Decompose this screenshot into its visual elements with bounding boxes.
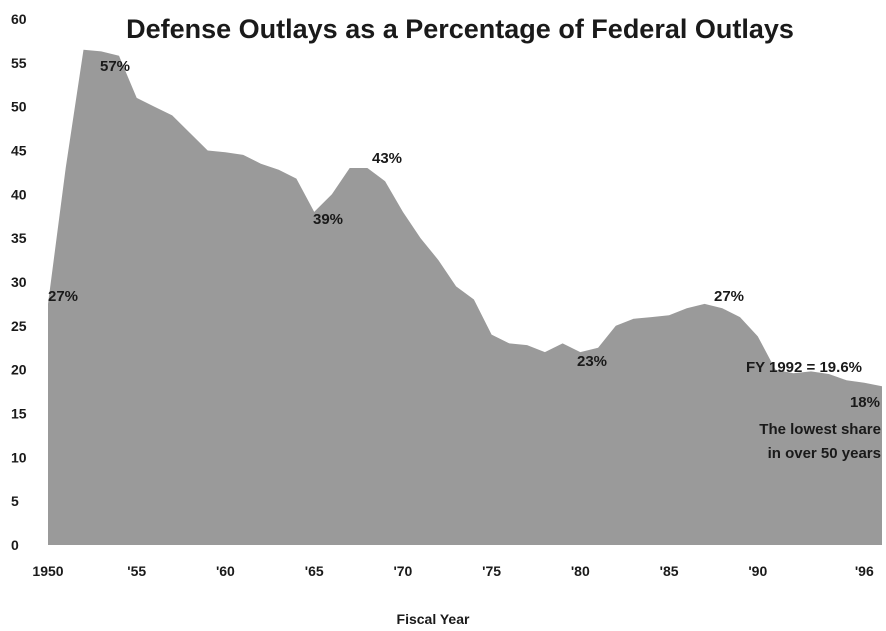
y-tick-label: 55 — [11, 55, 27, 71]
x-tick-label: '80 — [571, 563, 590, 579]
y-tick-label: 40 — [11, 186, 27, 202]
y-tick-label: 60 — [11, 11, 27, 27]
y-tick-label: 15 — [11, 406, 27, 422]
y-tick-label: 35 — [11, 230, 27, 246]
x-tick-label: '70 — [393, 563, 412, 579]
x-tick-label: '60 — [216, 563, 235, 579]
y-tick-label: 50 — [11, 99, 27, 115]
y-tick-label: 0 — [11, 537, 19, 553]
annotation-43pct: 43% — [372, 150, 402, 167]
y-tick-label: 45 — [11, 143, 27, 159]
annotation-fy1992: FY 1992 = 19.6% — [746, 359, 862, 376]
annotation-39pct: 39% — [313, 211, 343, 228]
y-tick-label: 30 — [11, 274, 27, 290]
x-tick-label: '55 — [127, 563, 146, 579]
y-tick-label: 25 — [11, 318, 27, 334]
x-axis-title: Fiscal Year — [397, 611, 470, 627]
annotation-over-50-years: in over 50 years — [768, 445, 881, 462]
annotation-lowest-share: The lowest share — [759, 421, 881, 438]
x-tick-label: '65 — [305, 563, 324, 579]
y-axis-ticks: 0 5 10 15 20 25 30 35 40 45 50 55 60 — [11, 11, 27, 553]
series-area — [48, 49, 882, 545]
chart-title: Defense Outlays as a Percentage of Feder… — [126, 14, 794, 44]
x-tick-label: '90 — [748, 563, 767, 579]
annotation-27pct-1950: 27% — [48, 288, 78, 305]
annotation-18pct: 18% — [850, 394, 880, 411]
x-tick-label: '96 — [855, 563, 874, 579]
annotation-23pct: 23% — [577, 353, 607, 370]
x-axis-ticks: 1950 '55 '60 '65 '70 '75 '80 '85 '90 '96 — [32, 563, 874, 579]
y-tick-label: 10 — [11, 449, 27, 465]
x-tick-label: 1950 — [32, 563, 63, 579]
annotation-27pct-1987: 27% — [714, 288, 744, 305]
y-tick-label: 5 — [11, 493, 19, 509]
y-tick-label: 20 — [11, 362, 27, 378]
x-tick-label: '85 — [660, 563, 679, 579]
x-tick-label: '75 — [482, 563, 501, 579]
annotation-57pct: 57% — [100, 58, 130, 75]
